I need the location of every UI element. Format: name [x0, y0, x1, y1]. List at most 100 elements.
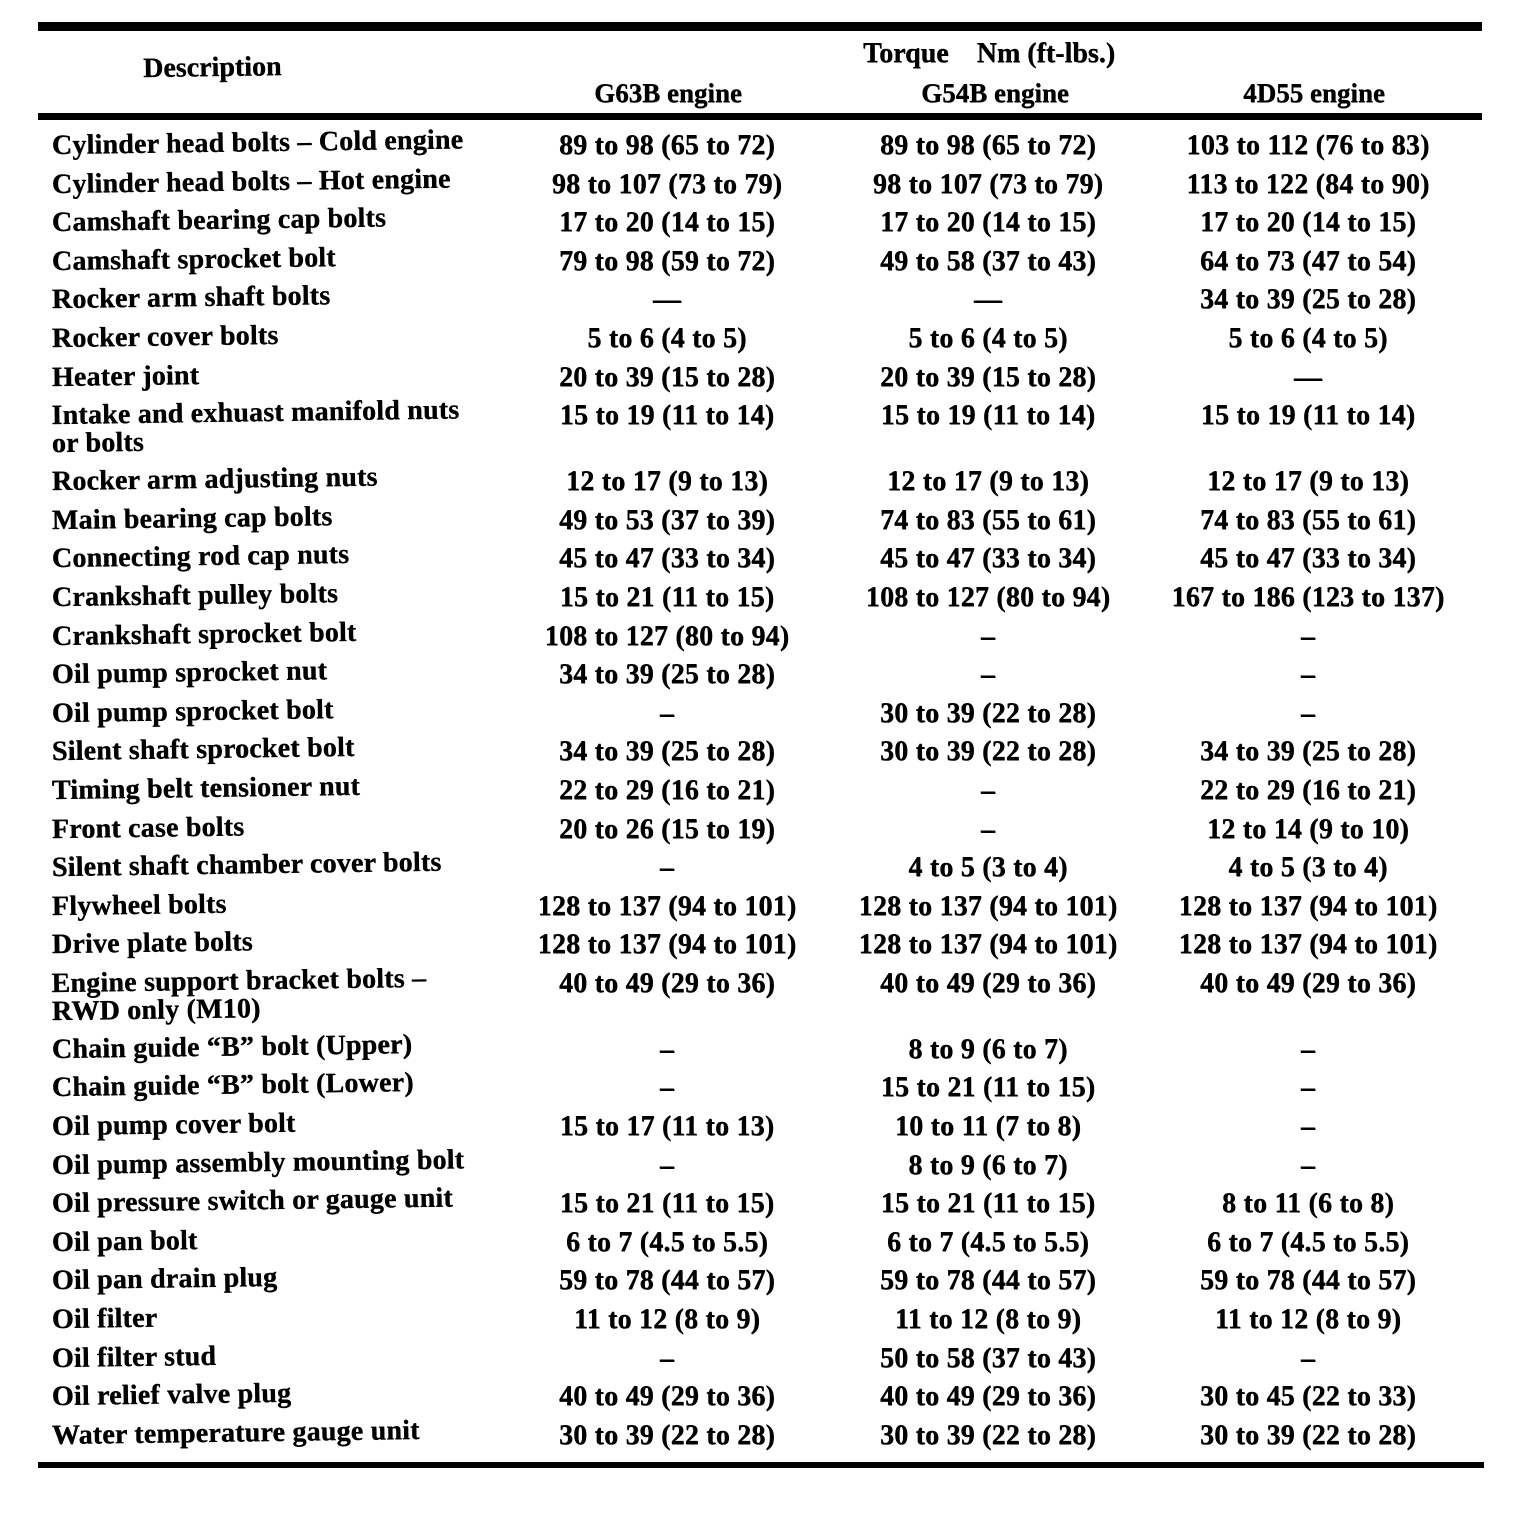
row-torque-g54b: 49 to 58 (37 to 43)	[879, 245, 1097, 277]
row-description: Rocker cover bolts	[51, 318, 504, 354]
table-row: Oil pressure switch or gauge unit 15 to …	[0, 1183, 1520, 1228]
row-description: Oil pump sprocket bolt	[52, 692, 504, 729]
row-torque-g54b: 12 to 17 (9 to 13)	[887, 466, 1089, 498]
row-description: Drive plate bolts	[51, 924, 504, 961]
row-torque-g63b: 22 to 29 (16 to 21)	[558, 774, 776, 806]
row-torque-g63b: 40 to 49 (29 to 36)	[558, 1381, 776, 1413]
table-row: Rocker arm shaft bolts — — 34 to 39 (25 …	[0, 280, 1520, 324]
row-torque-4d55: 17 to 20 (14 to 15)	[1199, 207, 1417, 239]
table-row: Intake and exhuast manifold nuts or bolt…	[0, 394, 1520, 467]
row-description: Oil pan drain plug	[51, 1260, 504, 1297]
table-row: Oil filter stud – 50 to 58 (37 to 43) –	[0, 1340, 1520, 1383]
row-torque-4d55: –	[1300, 659, 1316, 691]
row-description-line1: Oil pan drain plug	[51, 1262, 278, 1297]
row-torque-g63b: 79 to 98 (59 to 72)	[558, 245, 776, 277]
row-torque-g54b: 15 to 19 (11 to 14)	[880, 400, 1096, 432]
row-description-line1: Drive plate bolts	[51, 926, 253, 961]
row-description-line1: Rocker arm adjusting nuts	[51, 461, 378, 498]
row-description: Crankshaft sprocket bolt	[51, 615, 504, 652]
row-description: Camshaft sprocket bolt	[51, 240, 504, 277]
row-torque-g54b: —	[973, 284, 1003, 316]
row-description: Oil pump cover bolt	[51, 1106, 504, 1143]
row-torque-g63b: –	[659, 1072, 675, 1104]
table-row: Connecting rod cap nuts 45 to 47 (33 to …	[0, 539, 1520, 583]
row-torque-4d55: 11 to 12 (8 to 9)	[1214, 1304, 1402, 1336]
row-description-line1: Oil pump cover bolt	[51, 1107, 296, 1143]
row-torque-4d55: 5 to 6 (4 to 5)	[1228, 322, 1388, 354]
row-description-line1: Rocker cover bolts	[51, 319, 279, 354]
row-torque-4d55: 64 to 73 (47 to 54)	[1199, 245, 1417, 277]
row-description: Timing belt tensioner nut	[51, 770, 504, 806]
table-row: Oil pan drain plug 59 to 78 (44 to 57) 5…	[0, 1262, 1520, 1305]
row-torque-g63b: 34 to 39 (25 to 28)	[558, 736, 776, 768]
row-torque-g63b: 17 to 20 (14 to 15)	[558, 207, 776, 239]
row-torque-4d55: 12 to 14 (9 to 10)	[1207, 813, 1409, 845]
row-description: Chain guide “B” bolt (Upper)	[52, 1029, 504, 1065]
row-description: Connecting rod cap nuts	[52, 538, 504, 574]
row-torque-4d55: 40 to 49 (29 to 36)	[1199, 967, 1417, 999]
row-torque-g54b: 30 to 39 (22 to 28)	[879, 1419, 1097, 1451]
row-description-line1: Chain guide “B” bolt (Lower)	[51, 1067, 414, 1104]
table-row: Cylinder head bolts – Hot engine 98 to 1…	[0, 163, 1520, 209]
row-description-line1: Camshaft bearing cap bolts	[51, 202, 387, 239]
row-torque-4d55: –	[1300, 697, 1316, 729]
row-torque-g54b: 10 to 11 (7 to 8)	[894, 1111, 1082, 1143]
row-description-line1: Crankshaft sprocket bolt	[51, 616, 357, 652]
row-description-line1: Flywheel bolts	[51, 888, 227, 922]
row-torque-g63b: 45 to 47 (33 to 34)	[558, 543, 776, 575]
row-torque-g63b: 30 to 39 (22 to 28)	[558, 1419, 776, 1451]
row-description: Rocker arm shaft bolts	[52, 279, 504, 315]
row-torque-g63b: 15 to 21 (11 to 15)	[559, 1188, 775, 1220]
row-torque-g54b: 30 to 39 (22 to 28)	[879, 736, 1097, 768]
row-description-line1: Camshaft sprocket bolt	[51, 241, 336, 277]
row-torque-4d55: 4 to 5 (3 to 4)	[1228, 852, 1388, 884]
table-row: Rocker arm adjusting nuts 12 to 17 (9 to…	[0, 462, 1520, 506]
row-torque-4d55: 34 to 39 (25 to 28)	[1199, 284, 1417, 316]
row-torque-g63b: 5 to 6 (4 to 5)	[587, 322, 747, 354]
row-torque-g63b: 15 to 19 (11 to 14)	[559, 400, 775, 432]
row-torque-g54b: 50 to 58 (37 to 43)	[879, 1342, 1097, 1374]
table-row: Oil filter 11 to 12 (8 to 9) 11 to 12 (8…	[0, 1303, 1520, 1344]
row-torque-4d55: –	[1300, 620, 1316, 652]
row-description: Main bearing cap bolts	[51, 499, 504, 536]
table-row: Oil pump assembly mounting bolt – 8 to 9…	[0, 1144, 1520, 1190]
row-torque-g54b: 17 to 20 (14 to 15)	[879, 207, 1097, 239]
row-torque-4d55: —	[1293, 361, 1323, 393]
row-description: Intake and exhuast manifold nuts or bolt…	[51, 394, 504, 459]
row-torque-g54b: 40 to 49 (29 to 36)	[879, 1381, 1097, 1413]
row-description: Water temperature gauge unit	[51, 1414, 504, 1451]
row-torque-g63b: –	[659, 1342, 675, 1374]
row-description: Silent shaft chamber cover bolts	[52, 847, 504, 883]
row-torque-g54b: 128 to 137 (94 to 101)	[858, 890, 1118, 922]
row-description: Heater joint	[52, 356, 504, 393]
row-torque-4d55: 113 to 122 (84 to 90)	[1186, 168, 1430, 200]
table-row: Engine support bracket bolts – RWD only …	[0, 963, 1520, 1035]
row-description-line1: Water temperature gauge unit	[51, 1414, 420, 1451]
row-torque-g63b: 59 to 78 (44 to 57)	[558, 1265, 776, 1297]
row-description-line1: Main bearing cap bolts	[51, 500, 333, 536]
row-torque-g63b: –	[659, 697, 675, 729]
row-torque-g54b: 8 to 9 (6 to 7)	[908, 1033, 1068, 1065]
row-description-line1: Oil pump assembly mounting bolt	[51, 1143, 465, 1181]
row-description-line1: Timing belt tensioner nut	[51, 770, 361, 806]
row-description-line1: Oil filter	[51, 1302, 158, 1336]
column-header-description: Description	[142, 51, 282, 84]
row-description-line1: Crankshaft pulley bolts	[51, 577, 339, 613]
table-row: Silent shaft sprocket bolt 34 to 39 (25 …	[0, 732, 1520, 776]
table-row: Oil pump sprocket bolt – 30 to 39 (22 to…	[0, 694, 1520, 738]
row-description-line1: Oil pump sprocket nut	[51, 655, 328, 691]
row-torque-4d55: 8 to 11 (6 to 8)	[1222, 1188, 1394, 1220]
table-row: Rocker cover bolts 5 to 6 (4 to 5) 5 to …	[0, 320, 1520, 363]
table-row: Oil pump sprocket nut 34 to 39 (25 to 28…	[0, 655, 1520, 699]
row-description: Cylinder head bolts – Hot engine	[52, 163, 504, 200]
row-torque-g63b: –	[659, 852, 675, 884]
row-torque-g63b: 15 to 17 (11 to 13)	[559, 1111, 775, 1143]
row-description: Crankshaft pulley bolts	[51, 577, 504, 613]
table-row: Oil pump cover bolt 15 to 17 (11 to 13) …	[0, 1108, 1520, 1151]
row-description-line1: Oil relief valve plug	[51, 1377, 292, 1413]
row-torque-g54b: 15 to 21 (11 to 15)	[880, 1188, 1096, 1220]
row-torque-4d55: 6 to 7 (4.5 to 5.5)	[1206, 1226, 1410, 1258]
row-description: Oil pump assembly mounting bolt	[51, 1143, 504, 1181]
table-row: Camshaft bearing cap bolts 17 to 20 (14 …	[0, 203, 1520, 247]
row-description-line1: Oil pan bolt	[51, 1224, 198, 1258]
